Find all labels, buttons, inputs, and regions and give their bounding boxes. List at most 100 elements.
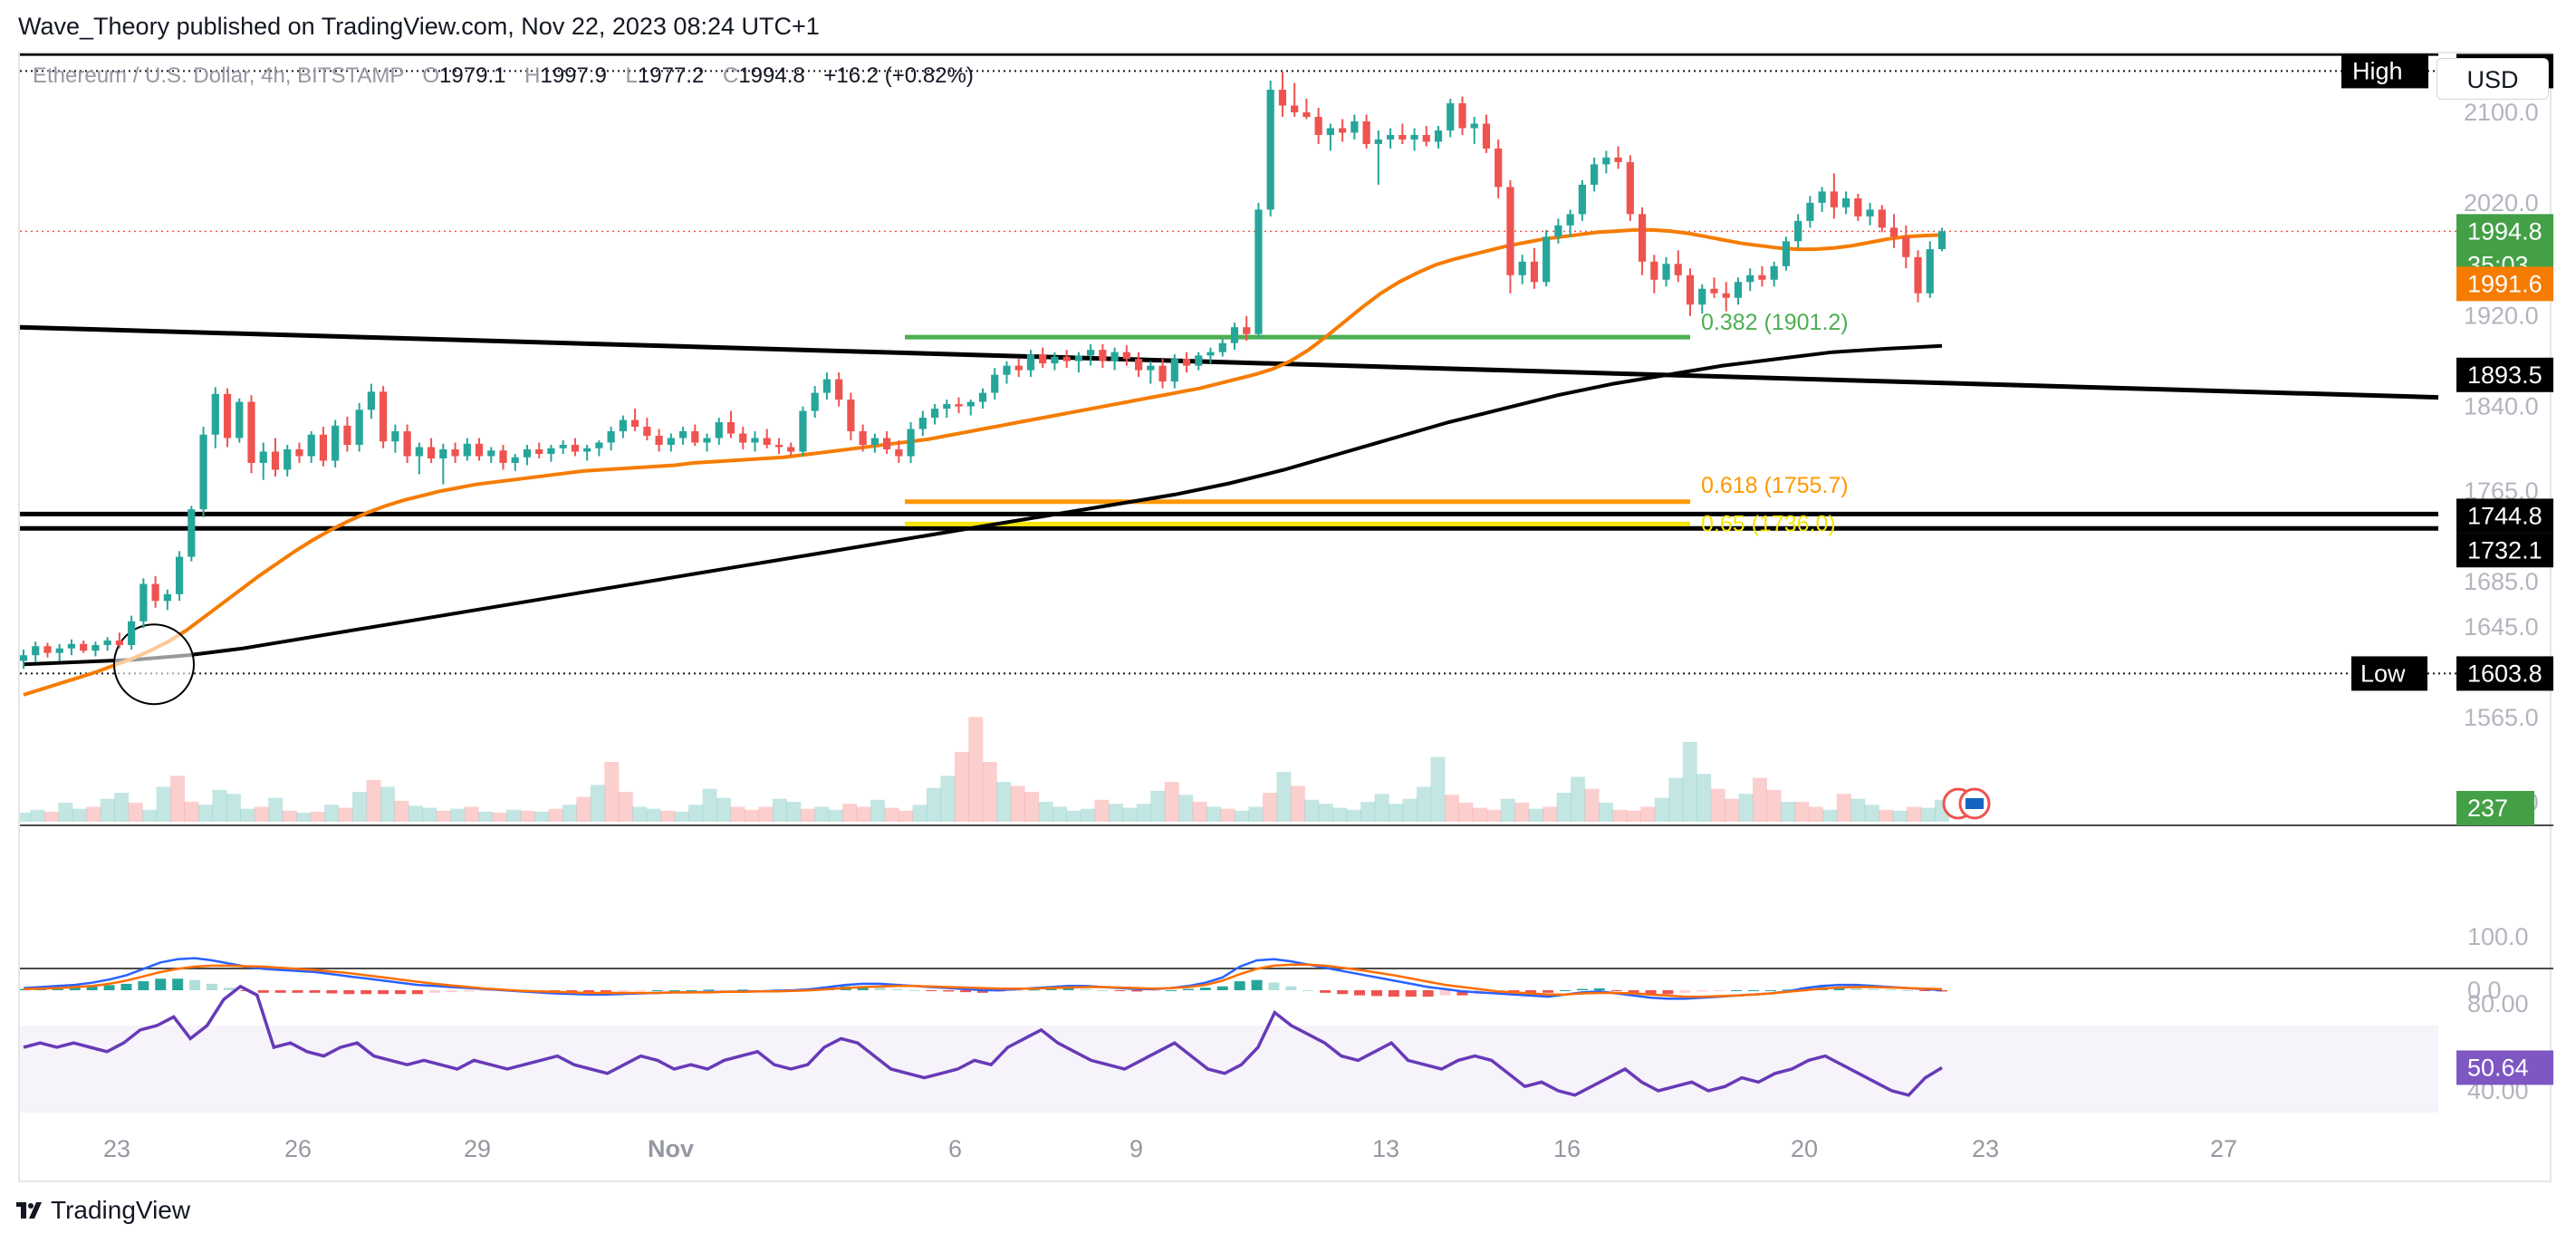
candle-body[interactable] — [307, 434, 315, 457]
candle-body[interactable] — [1650, 261, 1658, 280]
candle-body[interactable] — [1422, 134, 1430, 142]
candle-body[interactable] — [199, 434, 207, 510]
candle-body[interactable] — [547, 448, 555, 455]
candle-body[interactable] — [1758, 275, 1766, 280]
candle-body[interactable] — [1447, 103, 1455, 130]
candle-body[interactable] — [595, 442, 603, 448]
candle-body[interactable] — [1937, 231, 1946, 250]
candle-body[interactable] — [439, 449, 447, 458]
candle-body[interactable] — [163, 593, 171, 602]
candle-body[interactable] — [1099, 350, 1107, 361]
candle-body[interactable] — [1686, 275, 1695, 305]
candle-body[interactable] — [1626, 161, 1634, 215]
candle-body[interactable] — [607, 431, 615, 443]
candle-body[interactable] — [247, 401, 255, 463]
candle-body[interactable] — [1794, 220, 1802, 242]
candle-body[interactable] — [43, 646, 52, 653]
candle-body[interactable] — [235, 401, 244, 438]
candle-body[interactable] — [774, 445, 783, 448]
candle-body[interactable] — [1062, 356, 1071, 361]
candle-body[interactable] — [475, 443, 484, 457]
candle-body[interactable] — [1841, 198, 1850, 207]
candle-body[interactable] — [930, 409, 939, 419]
candle-body[interactable] — [1278, 90, 1287, 106]
candle-body[interactable] — [643, 427, 651, 437]
candle-body[interactable] — [991, 374, 999, 393]
candle-body[interactable] — [115, 640, 124, 645]
candle-body[interactable] — [1014, 365, 1023, 371]
candle-body[interactable] — [1230, 327, 1239, 343]
candle-body[interactable] — [1350, 120, 1359, 133]
candle-body[interactable] — [1746, 275, 1754, 283]
candle-body[interactable] — [1926, 249, 1934, 294]
candle-body[interactable] — [1506, 187, 1514, 275]
candle-body[interactable] — [20, 655, 28, 661]
candle-body[interactable] — [799, 410, 807, 452]
candle-body[interactable] — [859, 431, 867, 446]
candle-body[interactable] — [1530, 261, 1539, 283]
candle-body[interactable] — [367, 391, 375, 410]
candle-body[interactable] — [451, 449, 459, 457]
candle-body[interactable] — [463, 443, 471, 457]
candle-body[interactable] — [559, 445, 567, 448]
ema-line[interactable] — [23, 227, 1943, 697]
trend-line[interactable] — [20, 324, 2439, 400]
candle-body[interactable] — [332, 425, 340, 461]
candle-body[interactable] — [631, 419, 639, 428]
candle-body[interactable] — [80, 643, 88, 651]
candle-body[interactable] — [1889, 227, 1898, 237]
candle-body[interactable] — [175, 556, 184, 594]
candle-body[interactable] — [1003, 365, 1011, 375]
candle-body[interactable] — [295, 449, 303, 457]
candle-body[interactable] — [67, 643, 76, 649]
candle-body[interactable] — [1770, 265, 1778, 280]
candle-body[interactable] — [1495, 148, 1503, 188]
candle-body[interactable] — [619, 419, 627, 432]
candle-body[interactable] — [1039, 354, 1047, 364]
candle-body[interactable] — [1543, 236, 1551, 283]
candle-body[interactable] — [1518, 261, 1526, 275]
candle-body[interactable] — [1134, 359, 1143, 371]
candle-body[interactable] — [523, 449, 532, 458]
candle-body[interactable] — [978, 392, 987, 402]
candle-body[interactable] — [787, 447, 795, 452]
candle-body[interactable] — [955, 404, 963, 407]
candle-body[interactable] — [571, 445, 580, 452]
candle-body[interactable] — [103, 640, 111, 645]
tradingview-logo[interactable]: TradingView — [16, 1196, 190, 1225]
candle-body[interactable] — [918, 418, 927, 429]
candle-body[interactable] — [391, 431, 399, 442]
candle-body[interactable] — [715, 422, 723, 438]
candle-body[interactable] — [1302, 112, 1311, 117]
candle-body[interactable] — [870, 438, 879, 446]
candle-body[interactable] — [1782, 241, 1791, 266]
candle-body[interactable] — [895, 449, 903, 457]
candle-body[interactable] — [1734, 282, 1743, 298]
rsi-line[interactable] — [23, 984, 1943, 1097]
candle-body[interactable] — [415, 447, 423, 457]
candle-body[interactable] — [1902, 236, 1910, 257]
candle-body[interactable] — [1602, 157, 1610, 165]
candle-body[interactable] — [1854, 198, 1862, 217]
candle-body[interactable] — [1818, 191, 1826, 203]
candle-body[interactable] — [1638, 214, 1647, 262]
candle-body[interactable] — [1434, 130, 1443, 142]
candle-body[interactable] — [1914, 256, 1922, 294]
candle-body[interactable] — [380, 391, 388, 442]
candle-body[interactable] — [535, 449, 543, 455]
candle-body[interactable] — [1266, 90, 1274, 210]
candle-body[interactable] — [1291, 105, 1299, 112]
candle-body[interactable] — [91, 644, 100, 651]
candle-body[interactable] — [1399, 134, 1407, 140]
candle-body[interactable] — [667, 438, 675, 446]
candle-body[interactable] — [128, 621, 136, 645]
candle-body[interactable] — [1866, 209, 1874, 217]
candle-body[interactable] — [32, 646, 40, 656]
candle-body[interactable] — [1806, 202, 1814, 221]
candle-body[interactable] — [1195, 355, 1203, 366]
candle-body[interactable] — [1362, 120, 1370, 144]
candle-body[interactable] — [1218, 342, 1226, 352]
candle-body[interactable] — [1410, 134, 1418, 140]
candle-body[interactable] — [403, 431, 411, 457]
candle-body[interactable] — [1254, 209, 1263, 334]
